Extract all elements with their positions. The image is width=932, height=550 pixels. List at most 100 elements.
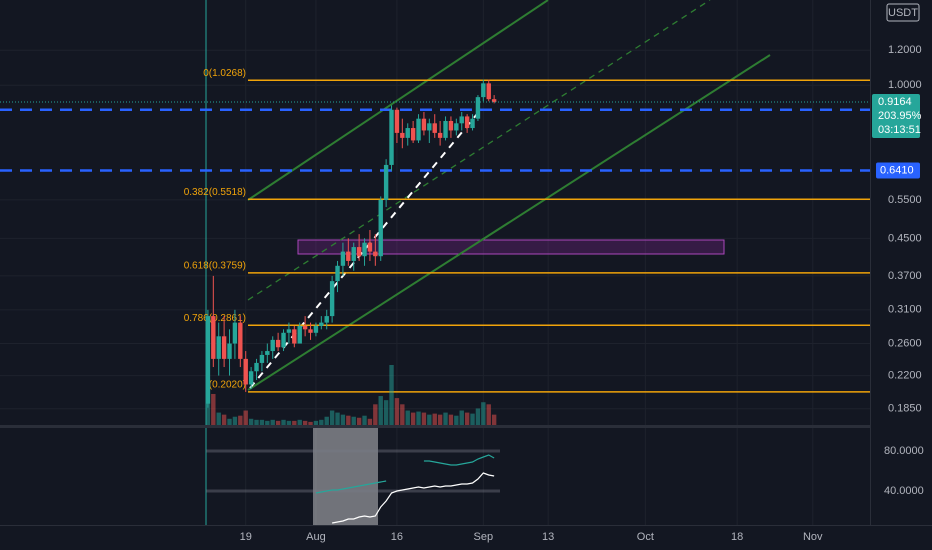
trend-dashed (249, 107, 483, 389)
x-tick-label: Nov (803, 531, 823, 543)
candle-body (470, 118, 475, 129)
volume-bar (211, 393, 216, 425)
volume-bar (421, 412, 427, 425)
grid (0, 0, 870, 525)
volume-bar (373, 404, 378, 425)
last-price-label: 0.9164 (878, 96, 912, 108)
candle-body (443, 120, 448, 138)
volume-bar (486, 404, 491, 425)
candle-body (297, 325, 302, 344)
y-tick-label: 0.5500 (888, 194, 922, 206)
candle-body (302, 325, 308, 330)
candle-body (373, 251, 378, 257)
candle-body (454, 123, 459, 131)
volume-bar (389, 365, 394, 425)
candle-body (464, 116, 470, 129)
candle-body (416, 118, 421, 141)
volume-bar (454, 415, 459, 425)
volume-bar (286, 420, 292, 425)
volume-bar (437, 414, 443, 425)
volume-bar (308, 421, 313, 425)
volume-bar (227, 418, 232, 425)
candle-body (481, 83, 486, 98)
x-tick-label: Oct (637, 531, 654, 543)
candle-body (383, 164, 389, 200)
candle-body (308, 329, 313, 333)
volume-bar (340, 414, 346, 425)
volume-bar (405, 410, 410, 425)
candle-body (400, 132, 405, 138)
indicator-line (332, 472, 495, 524)
countdown-label: 03:13:51 (878, 124, 921, 136)
volume-bar (292, 420, 297, 425)
candle-body (394, 109, 400, 133)
candle-body (254, 362, 259, 372)
volume-bar (394, 398, 400, 425)
x-tick-label: 19 (240, 531, 252, 543)
y-tick-label: 0.3100 (888, 304, 922, 316)
y-tick-label: 0.1850 (888, 403, 922, 415)
candle-body (329, 281, 335, 317)
candle-body (238, 322, 243, 359)
candle-body (221, 336, 227, 359)
volume-bar (459, 410, 464, 425)
y-tick-label: 0.2600 (888, 337, 922, 349)
x-tick-label: Aug (306, 531, 326, 543)
candle-body (362, 242, 367, 257)
candle-body (437, 132, 443, 138)
level-tag (876, 162, 920, 179)
channel-upper (247, 0, 549, 201)
candle-body (475, 97, 481, 119)
candle-body (281, 332, 286, 348)
candle-body (319, 322, 324, 326)
candle-body (265, 351, 270, 355)
volume-bar (329, 410, 335, 425)
candle-body (410, 128, 416, 141)
candle-body (421, 118, 427, 131)
volume-bar (400, 404, 405, 425)
candle-body (248, 371, 254, 385)
candle-body (216, 336, 221, 359)
candle-body (346, 251, 351, 261)
volume-bar (319, 419, 324, 425)
x-tick-label: 16 (391, 531, 403, 543)
volume-bar (265, 420, 270, 425)
candle-body (324, 316, 329, 323)
volume-bar (416, 411, 421, 425)
zone-box (297, 239, 725, 255)
candle-body (259, 354, 265, 363)
x-tick-label: 13 (542, 531, 554, 543)
candle-body (270, 339, 275, 352)
volume-bar (383, 400, 389, 425)
candle-body (340, 251, 346, 266)
last-price-tag (872, 93, 920, 138)
volume-bar (281, 419, 286, 425)
candle-body (335, 265, 340, 282)
indicator-lower (315, 480, 387, 494)
volume-bar (243, 410, 248, 425)
volume-bar (324, 416, 329, 425)
volume-bar (470, 413, 475, 425)
volume-bar (367, 418, 373, 425)
candle-body (459, 116, 464, 124)
candle-body (405, 128, 410, 138)
candle-body (211, 316, 216, 359)
candle-body (232, 322, 238, 344)
volume-bar (464, 412, 470, 425)
volume-bar (238, 415, 243, 425)
y2-tick-label: 80.0000 (884, 445, 924, 457)
channel-middle (247, 0, 711, 301)
fib-label: 0(1.0268) (203, 68, 246, 79)
volume-bar (448, 414, 454, 425)
candle-body (292, 329, 297, 344)
volume-bar (232, 416, 238, 425)
volume-bar (270, 419, 275, 425)
fib-label: 0.382(0.5518) (184, 187, 246, 198)
y2-tick-label: 40.0000 (884, 485, 924, 497)
volume-bar (259, 419, 265, 425)
volume-bar (346, 415, 351, 425)
plot: 1.2000 1.0000 0.5500 0.4500 0.3700 0.3100 0.26… (0, 44, 924, 543)
candle-body (448, 120, 454, 131)
candle-body (351, 247, 356, 261)
